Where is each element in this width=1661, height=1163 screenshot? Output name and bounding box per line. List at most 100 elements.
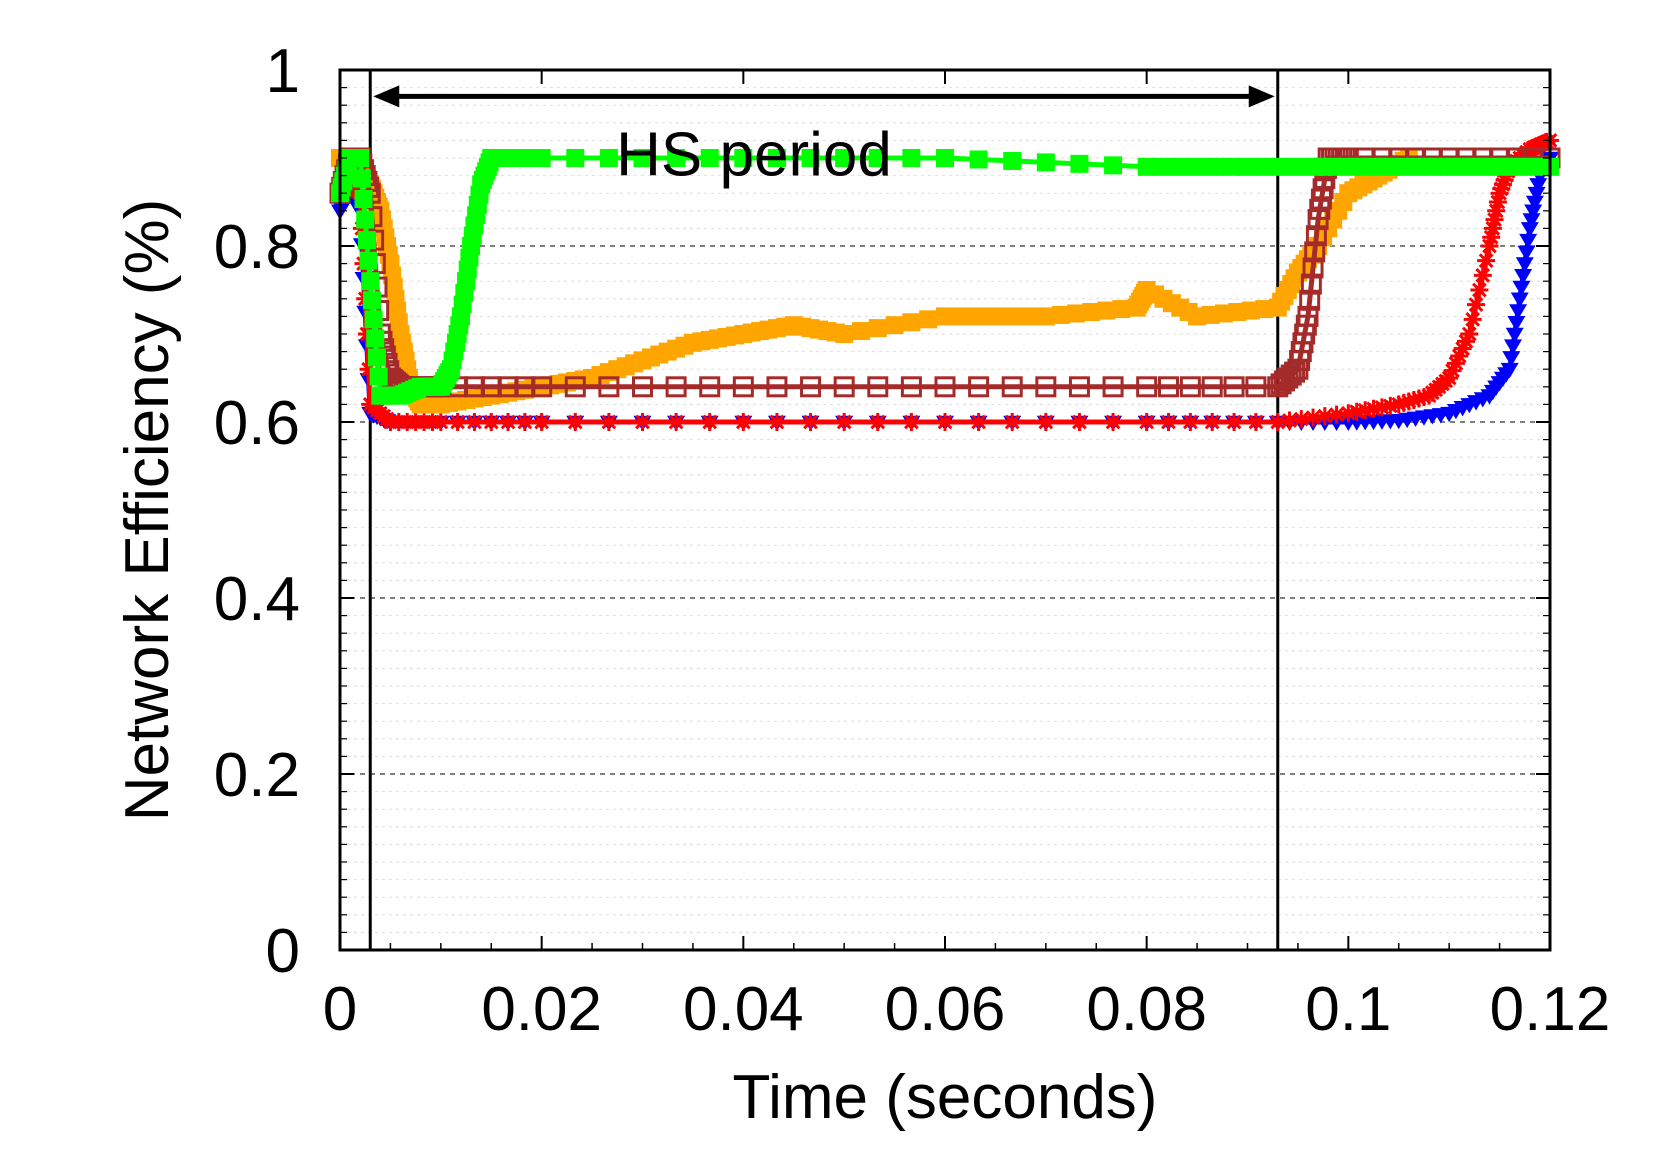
data-point — [1453, 339, 1472, 358]
data-point — [367, 348, 386, 367]
data-point — [1517, 245, 1536, 261]
data-point — [699, 376, 721, 398]
data-point — [1525, 195, 1544, 211]
data-point — [1035, 376, 1057, 398]
data-point — [448, 413, 467, 431]
hs-period-arrowhead-right — [1248, 85, 1275, 108]
data-point — [352, 169, 371, 188]
data-point — [1302, 257, 1324, 279]
x-tick-label: 0.04 — [683, 975, 804, 1044]
data-point — [1507, 157, 1526, 176]
data-point — [362, 291, 381, 310]
data-point — [1482, 228, 1501, 247]
data-point — [1487, 201, 1506, 220]
data-point — [1003, 151, 1022, 170]
series-line — [331, 149, 1559, 405]
data-point — [1221, 157, 1240, 176]
data-point — [1495, 171, 1514, 189]
data-point — [1070, 154, 1089, 173]
data-point — [1137, 157, 1156, 176]
data-point — [1406, 157, 1425, 176]
data-point — [1522, 213, 1541, 229]
data-point — [1288, 157, 1307, 176]
data-point — [633, 413, 652, 431]
data-point — [1510, 292, 1529, 308]
data-point — [1467, 295, 1486, 314]
hs-period-arrowhead-left — [373, 85, 400, 108]
x-tick-label: 0.1 — [1305, 975, 1391, 1044]
data-point — [1304, 241, 1326, 263]
data-point — [665, 376, 687, 398]
data-point — [1112, 300, 1131, 319]
data-point — [667, 149, 686, 167]
data-point — [1529, 178, 1548, 194]
data-point — [1372, 157, 1391, 176]
data-point — [1477, 251, 1496, 270]
data-point — [632, 376, 653, 398]
data-point — [465, 413, 484, 431]
data-point — [667, 413, 686, 431]
data-point — [364, 310, 383, 329]
data-point — [598, 376, 620, 398]
data-point — [1246, 413, 1265, 431]
data-point — [1179, 376, 1201, 398]
data-point — [1003, 307, 1022, 326]
data-point — [366, 329, 385, 348]
data-point — [1036, 307, 1055, 326]
data-point — [1527, 186, 1546, 203]
data-point — [1255, 157, 1274, 176]
data-point — [1272, 157, 1291, 176]
data-point — [835, 149, 854, 167]
data-point — [1488, 193, 1507, 211]
data-point — [1327, 405, 1346, 424]
data-point — [885, 316, 904, 335]
data-point — [835, 325, 854, 343]
data-point — [767, 413, 786, 431]
data-point — [1070, 413, 1089, 431]
data-point — [1299, 289, 1321, 311]
data-point — [835, 413, 854, 431]
data-point — [1524, 204, 1543, 220]
data-point — [969, 413, 988, 431]
data-point — [900, 376, 922, 398]
data-point — [359, 360, 378, 379]
data-point — [1305, 225, 1327, 247]
data-point — [1515, 257, 1534, 273]
data-point — [936, 149, 954, 167]
data-point — [1201, 376, 1223, 398]
data-point — [1003, 413, 1022, 431]
data-point — [1519, 233, 1538, 250]
data-point — [1524, 157, 1543, 176]
data-point — [1339, 157, 1358, 176]
x-tick-label: 0.12 — [1490, 975, 1611, 1044]
data-point — [902, 413, 921, 431]
data-point — [369, 367, 388, 386]
data-point — [1389, 157, 1408, 176]
data-point — [531, 376, 553, 398]
data-point — [1158, 376, 1180, 398]
data-point — [1238, 157, 1257, 176]
data-point — [1051, 305, 1070, 324]
series-line — [331, 131, 1559, 431]
data-point — [564, 376, 586, 398]
data-point — [1305, 157, 1324, 176]
data-point — [532, 413, 551, 431]
x-tick-label: 0.02 — [481, 975, 602, 1044]
data-point — [1440, 157, 1459, 176]
data-point — [1225, 413, 1244, 431]
data-point — [734, 413, 753, 431]
data-point — [431, 413, 450, 431]
data-point — [1490, 184, 1509, 203]
data-point — [1507, 315, 1526, 332]
data-point — [1104, 156, 1123, 175]
data-point — [732, 376, 754, 398]
data-point — [1292, 410, 1311, 429]
data-point — [1020, 307, 1039, 326]
data-point — [1322, 157, 1341, 176]
hs-period-label: HS period — [616, 121, 892, 190]
data-point — [1463, 310, 1482, 329]
x-axis: 0 0.02 0.04 0.06 0.08 0.1 0.12 — [323, 70, 1611, 1044]
data-point — [1443, 361, 1462, 380]
data-point — [599, 149, 618, 167]
data-point — [1446, 354, 1465, 373]
